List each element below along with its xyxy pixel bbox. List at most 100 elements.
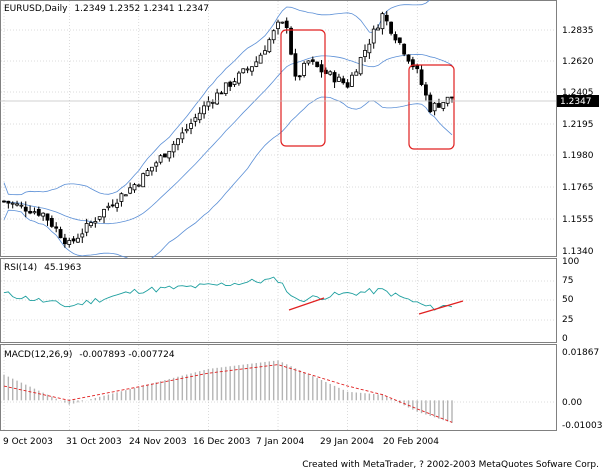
candle-body — [367, 43, 372, 54]
candle-body — [437, 103, 441, 108]
date-tick: 29 Jan 2004 — [320, 437, 374, 447]
candle-body — [154, 162, 159, 167]
candle-body — [132, 184, 137, 191]
price-tick: 1.1765 — [562, 183, 594, 193]
candle-body — [167, 150, 172, 159]
price-panel[interactable]: EURUSD,Daily 1.2349 1.2352 1.2341 1.2347 … — [0, 0, 599, 263]
candle-body — [97, 216, 102, 220]
rsi-tick: 0 — [562, 334, 568, 344]
current-price-value: 1.2347 — [560, 97, 592, 107]
candle-body — [15, 203, 19, 206]
candle-body — [271, 30, 276, 41]
candle-body — [84, 223, 89, 233]
candle-body — [215, 92, 220, 105]
candle-body — [406, 54, 411, 62]
candle-body — [128, 187, 133, 194]
candle-body — [197, 112, 202, 121]
macd-title: MACD(12,26,9) -0.007893 -0.007724 — [4, 350, 175, 360]
candle-body — [58, 229, 63, 239]
price-tick: 1.2835 — [562, 26, 594, 36]
candle-body — [337, 76, 341, 82]
candle-body — [341, 78, 346, 84]
candle-body — [289, 27, 293, 55]
price-y-axis: 1.2835 1.2620 1.2405 1.2195 1.1980 1.176… — [562, 26, 594, 257]
price-tick: 1.1340 — [562, 247, 594, 257]
macd-tick: 0.01867 — [562, 348, 599, 358]
candle-body — [6, 200, 11, 204]
candle-body — [2, 200, 6, 203]
price-tick: 1.2620 — [562, 57, 594, 67]
candle-body — [36, 208, 41, 216]
candle-body — [163, 153, 167, 158]
candle-body — [350, 74, 354, 87]
price-tick: 1.2195 — [562, 120, 594, 130]
candle-body — [93, 221, 98, 224]
price-panel-border — [0, 0, 557, 257]
candle-body — [67, 240, 72, 245]
macd-tick: 0.00 — [562, 398, 582, 408]
candle-body — [102, 208, 106, 218]
rsi-trend-line-february — [418, 300, 464, 315]
candle-body — [332, 72, 337, 83]
date-tick: 9 Oct 2003 — [3, 437, 53, 447]
candle-body — [19, 204, 24, 207]
candle-body — [380, 13, 385, 30]
candle-body — [284, 20, 289, 28]
candle-body — [402, 43, 407, 55]
candle-body — [228, 81, 233, 87]
rsi-panel[interactable]: RSI(14) 45.1963 100 75 50 25 0 — [0, 257, 580, 344]
candle-body — [76, 237, 80, 243]
candle-body — [202, 105, 206, 115]
candle-body — [376, 27, 380, 31]
macd-panel[interactable]: MACD(12,26,9) -0.007893 -0.007724 0.01867… — [0, 344, 603, 432]
date-tick: 20 Feb 2004 — [383, 437, 439, 447]
candle-body — [10, 202, 15, 205]
candle-body — [358, 57, 363, 75]
price-tick: 1.2405 — [562, 88, 594, 98]
candle-body — [393, 34, 398, 41]
candle-body — [89, 222, 93, 227]
candle-body — [245, 68, 250, 71]
date-tick: 31 Oct 2003 — [66, 437, 122, 447]
candle-body — [54, 226, 59, 229]
price-candles — [2, 11, 454, 248]
candle-body — [363, 50, 367, 58]
candle-body — [171, 143, 176, 153]
price-gridlines — [1, 1, 556, 256]
highlight-box-february — [408, 64, 455, 150]
candle-body — [49, 217, 54, 227]
candle-body — [250, 66, 254, 72]
candle-body — [293, 53, 298, 77]
rsi-tick: 25 — [562, 315, 573, 325]
date-tick: 7 Jan 2004 — [256, 437, 304, 447]
candle-body — [219, 92, 224, 95]
rsi-gridlines — [1, 259, 556, 342]
candle-body — [176, 138, 180, 146]
candle-body — [263, 50, 267, 55]
price-title: EURUSD,Daily 1.2349 1.2352 1.2341 1.2347 — [4, 4, 209, 14]
candle-body — [32, 211, 37, 214]
candle-body — [45, 213, 50, 221]
candle-body — [236, 72, 241, 84]
candle-body — [280, 21, 285, 24]
macd-histogram — [3, 360, 453, 423]
candle-body — [441, 102, 446, 109]
candle-body — [432, 102, 437, 112]
candle-body — [328, 71, 333, 75]
rsi-tick: 50 — [562, 295, 574, 305]
candle-body — [302, 62, 307, 76]
candle-body — [110, 204, 115, 207]
candle-body — [319, 64, 324, 73]
candle-body — [23, 206, 28, 212]
candle-body — [180, 132, 185, 140]
candle-body — [450, 96, 454, 99]
candle-body — [223, 82, 228, 94]
date-tick: 16 Dec 2003 — [193, 437, 251, 447]
candle-body — [210, 101, 215, 104]
candle-body — [371, 28, 376, 44]
candle-body — [184, 128, 189, 132]
candle-body — [415, 65, 420, 70]
candle-body — [297, 75, 302, 78]
candle-body — [428, 94, 433, 113]
